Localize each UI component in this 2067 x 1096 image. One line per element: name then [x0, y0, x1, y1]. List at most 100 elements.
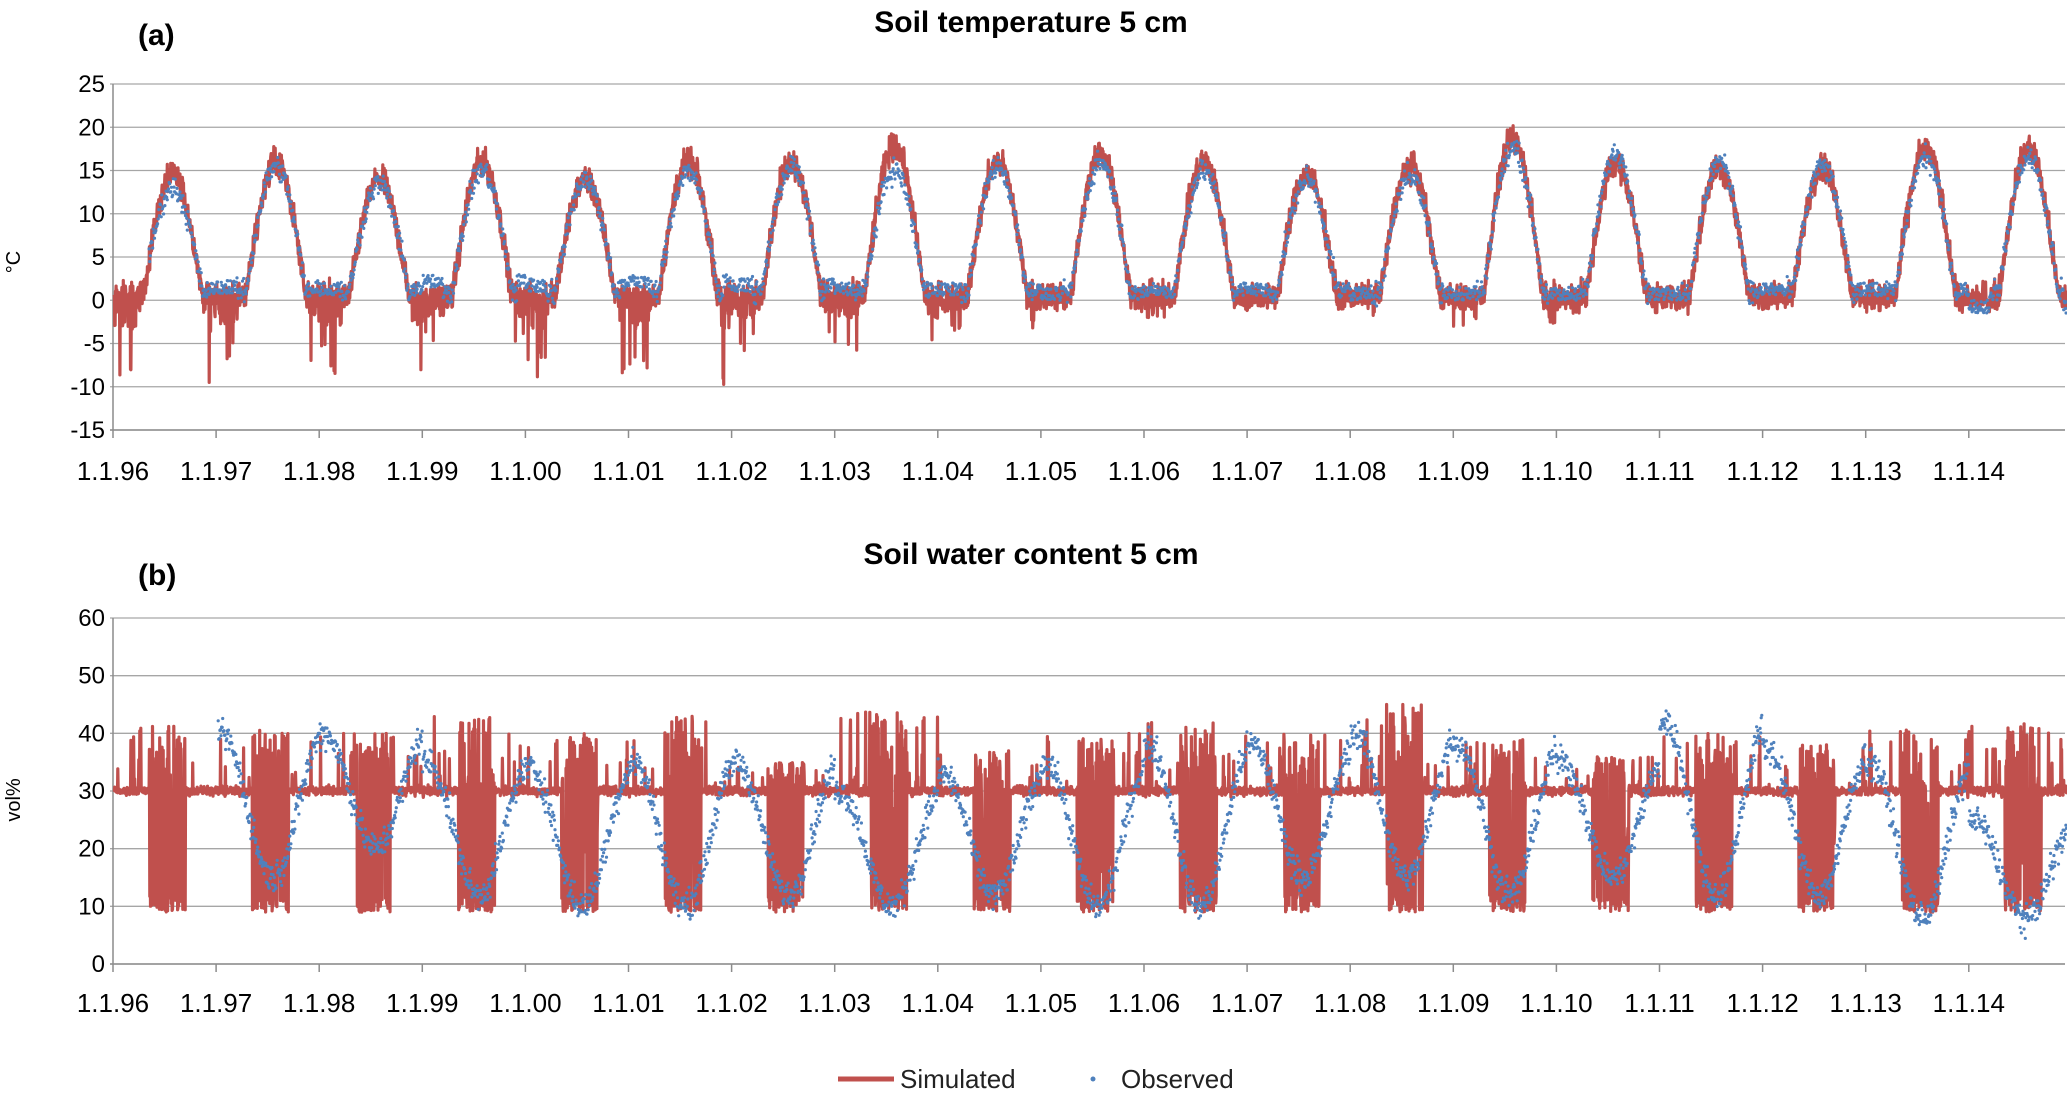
a-observed-point — [428, 277, 433, 281]
a-x-tick-label: 1.1.97 — [180, 456, 252, 486]
a-observed-point — [1490, 236, 1494, 240]
a-observed-point — [1017, 239, 1022, 243]
a-observed-point — [426, 274, 430, 278]
b-observed-point — [815, 817, 819, 821]
a-observed-point — [1573, 287, 1578, 291]
a-observed-point — [1862, 281, 1866, 285]
a-observed-point — [1986, 309, 1991, 313]
b-observed-point — [385, 832, 389, 836]
b-observed-point — [1131, 800, 1135, 804]
a-observed-point — [1516, 160, 1521, 164]
b-observed-point — [995, 895, 999, 899]
a-observed-point — [1693, 246, 1697, 250]
b-observed-point — [730, 774, 734, 778]
a-observed-point — [1217, 205, 1222, 209]
a-observed-point — [604, 238, 608, 242]
a-observed-point — [743, 279, 747, 283]
a-observed-point — [1820, 169, 1824, 173]
b-observed-point — [671, 879, 675, 883]
b-observed-point — [564, 870, 568, 874]
b-observed-point — [1021, 816, 1026, 820]
b-observed-point — [851, 823, 856, 827]
a-observed-point — [479, 162, 483, 166]
a-observed-point — [1121, 240, 1125, 244]
a-observed-point — [1370, 293, 1374, 297]
a-observed-point — [1322, 224, 1326, 228]
a-observed-point — [1482, 291, 1487, 295]
b-observed-point — [638, 766, 642, 770]
b-observed-point — [600, 847, 604, 852]
b-observed-point — [219, 734, 223, 738]
a-observed-point — [1739, 239, 1743, 243]
b-observed-point — [879, 889, 884, 893]
a-observed-point — [1044, 291, 1048, 296]
a-observed-point — [370, 191, 374, 195]
a-observed-point — [1910, 186, 1914, 190]
a-observed-point — [297, 248, 301, 252]
a-observed-point — [1947, 244, 1951, 248]
a-observed-point — [1083, 214, 1087, 218]
b-observed-point — [1131, 796, 1136, 801]
a-observed-point — [684, 173, 688, 177]
b-observed-point — [995, 887, 999, 891]
a-observed-point — [564, 226, 568, 230]
a-observed-point — [184, 222, 188, 226]
a-observed-point — [833, 291, 837, 295]
a-x-tick-label: 1.1.98 — [283, 456, 355, 486]
a-observed-point — [386, 186, 390, 190]
b-observed-point — [542, 793, 546, 797]
a-observed-point — [487, 178, 491, 182]
a-observed-point — [1626, 179, 1630, 183]
a-observed-point — [762, 272, 766, 276]
a-observed-point — [2042, 197, 2046, 201]
a-observed-point — [1617, 150, 1621, 155]
a-observed-point — [655, 295, 659, 299]
b-observed-point — [548, 819, 553, 824]
b-observed-point — [809, 827, 813, 831]
b-observed-point — [588, 893, 593, 897]
a-observed-point — [658, 281, 662, 285]
b-observed-point — [451, 817, 455, 821]
b-observed-point — [582, 897, 586, 901]
a-observed-point — [1103, 162, 1108, 166]
a-observed-point — [895, 162, 899, 166]
a-observed-point — [1692, 251, 1696, 255]
a-observed-point — [2057, 291, 2062, 296]
a-observed-point — [1244, 281, 1248, 285]
b-observed-point — [994, 902, 998, 906]
a-observed-point — [1637, 232, 1641, 237]
b-observed-point — [790, 889, 794, 893]
a-observed-point — [361, 224, 365, 228]
a-observed-point — [801, 181, 806, 185]
b-observed-point — [1190, 879, 1195, 883]
b-observed-point — [733, 756, 737, 760]
a-observed-point — [1070, 281, 1074, 285]
a-observed-point — [1684, 298, 1688, 302]
a-observed-point — [2061, 288, 2065, 292]
a-observed-point — [829, 286, 833, 290]
a-observed-point — [925, 280, 929, 284]
b-observed-point — [474, 889, 479, 893]
panel-b-observed-series — [216, 709, 2067, 941]
a-observed-point — [827, 289, 831, 293]
a-observed-point — [690, 170, 695, 174]
b-observed-point — [1195, 897, 1199, 902]
a-observed-point — [1958, 292, 1962, 296]
b-observed-point — [1189, 892, 1193, 896]
b-observed-point — [218, 728, 223, 732]
a-observed-point — [1960, 284, 1964, 288]
a-observed-point — [1745, 281, 1749, 285]
a-observed-point — [1305, 164, 1309, 168]
a-observed-point — [1960, 292, 1964, 296]
a-observed-point — [1726, 171, 1730, 175]
b-observed-point — [497, 842, 501, 846]
a-observed-point — [1196, 181, 1200, 185]
b-observed-point — [948, 785, 952, 789]
a-observed-point — [1596, 210, 1601, 214]
b-observed-point — [759, 809, 763, 813]
a-observed-point — [1561, 296, 1565, 300]
b-observed-point — [972, 852, 976, 857]
a-observed-point — [1681, 295, 1685, 300]
b-observed-point — [1130, 791, 1134, 796]
a-observed-point — [869, 257, 874, 261]
